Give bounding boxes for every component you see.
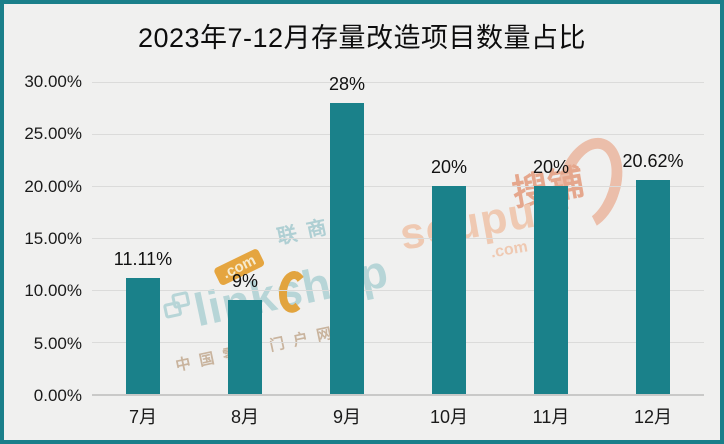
bar-value-label: 11.11%: [113, 249, 173, 270]
bar-7月[interactable]: [126, 278, 160, 394]
chart-title: 2023年7-12月存量改造项目数量占比: [137, 23, 587, 53]
bar-column: 9%: [194, 82, 296, 394]
gridline-30: [92, 82, 704, 83]
bar-column: 20%: [500, 82, 602, 394]
gridline-5: [92, 342, 704, 343]
bar-value-label: 9%: [231, 271, 258, 292]
y-tick-label: 0.00%: [33, 386, 82, 405]
x-tick-label: 12月: [633, 407, 673, 427]
bar-column: 28%: [296, 74, 398, 394]
plot-area: 11.11% 9% 28% 20% 20% 20.62%: [92, 74, 704, 396]
y-tick-label: 20.00%: [24, 176, 82, 196]
x-axis-labels: 7月 8月 9月 10月 11月 12月: [92, 402, 704, 432]
bar-column: 11.11%: [92, 82, 194, 394]
bar-11月[interactable]: [534, 186, 568, 394]
y-tick-label: 10.00%: [24, 281, 82, 301]
gridline-25: [92, 134, 704, 135]
gridline-15: [92, 238, 704, 239]
bar-column: 20.62%: [602, 82, 704, 394]
x-tick-label: 11月: [532, 407, 570, 427]
x-tick-label: 10月: [429, 407, 469, 427]
bar-column: 20%: [398, 82, 500, 394]
bar-value-label: 20%: [532, 157, 570, 177]
bar-12月[interactable]: [636, 179, 670, 394]
bar-value-label: 28%: [328, 73, 366, 94]
bar-value-label: 20%: [430, 157, 468, 177]
bar-9月[interactable]: [330, 102, 364, 394]
bar-10月[interactable]: [432, 186, 466, 394]
gridline-10: [92, 290, 704, 291]
y-tick-label: 5.00%: [33, 333, 82, 353]
y-tick-label: 30.00%: [24, 72, 82, 91]
y-tick-label: 15.00%: [24, 229, 82, 248]
bars-container: 11.11% 9% 28% 20% 20% 20.62%: [92, 74, 704, 394]
x-tick-label: 7月: [128, 407, 157, 427]
x-tick-label: 9月: [332, 407, 361, 427]
gridline-20: [92, 186, 704, 187]
y-axis-labels: 0.00% 5.00% 10.00% 15.00% 20.00% 25.00% 30.00%: [4, 72, 82, 405]
y-tick-label: 25.00%: [24, 124, 82, 144]
x-tick-label: 8月: [230, 407, 259, 427]
bar-value-label: 20.62%: [622, 150, 684, 171]
bar-8月[interactable]: [228, 300, 262, 394]
